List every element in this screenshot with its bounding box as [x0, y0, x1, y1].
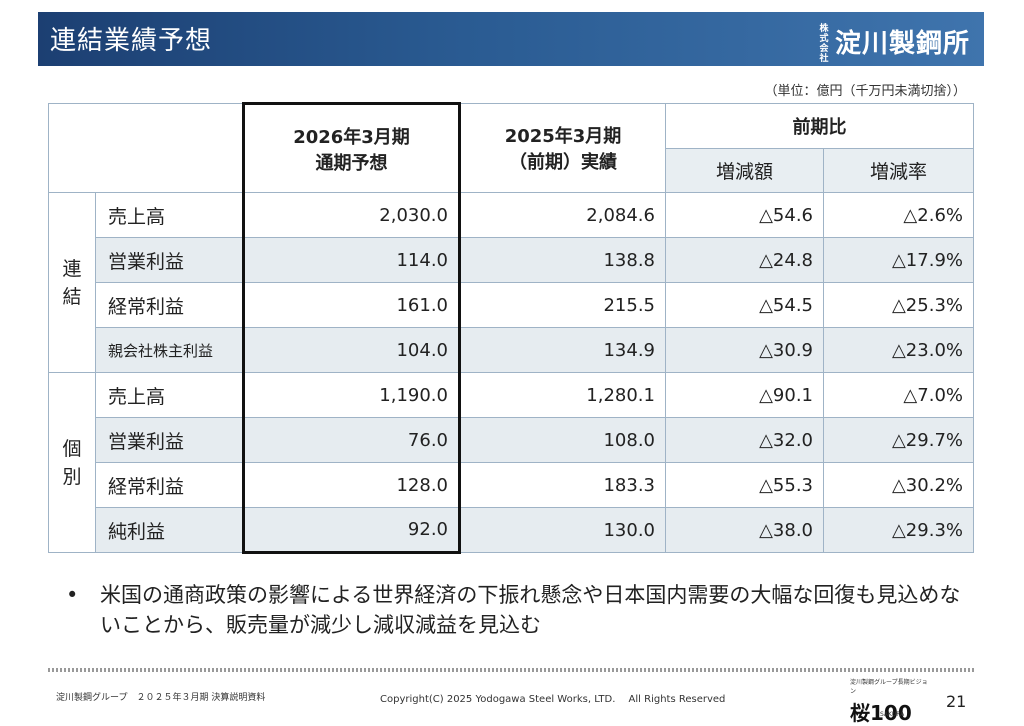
actual-value: 108.0: [459, 417, 666, 463]
slide-header: 連結業績予想 株式会社 淀川製鋼所: [38, 12, 984, 66]
header-change: 増減額: [665, 148, 824, 193]
logo-mark: 桜100: [850, 701, 912, 725]
row-item: 売上高: [95, 192, 244, 238]
actual-value: 130.0: [459, 507, 666, 553]
actual-value: 134.9: [459, 327, 666, 373]
logo-kabushiki: 株式会社: [819, 24, 829, 64]
row-item: 売上高: [95, 372, 244, 418]
actual-value: 215.5: [459, 282, 666, 328]
rate-value: △2.6%: [823, 192, 974, 238]
header-compare: 前期比: [665, 103, 974, 149]
sakura-100-logo: 淀川製鋼グループ長期ビジョン 桜100 SAKURA: [850, 677, 930, 725]
logo-caption: 淀川製鋼グループ長期ビジョン: [850, 679, 928, 695]
logo-name: 淀川製鋼所: [834, 29, 970, 59]
forecast-value: 128.0: [242, 462, 461, 508]
bullet-marker: •: [66, 583, 79, 607]
segment-char: 結: [62, 285, 82, 308]
row-item: 営業利益: [95, 237, 244, 283]
rate-value: △23.0%: [823, 327, 974, 373]
header-empty-cell: [48, 103, 244, 193]
change-value: △30.9: [665, 327, 824, 373]
row-item: 経常利益: [95, 282, 244, 328]
forecast-value: 92.0: [242, 507, 461, 554]
header-actual: 2025年3月期 （前期）実績: [459, 103, 666, 193]
row-item: 経常利益: [95, 462, 244, 508]
header-actual-line2: （前期）実績: [509, 152, 617, 173]
logo-sub: SAKURA: [880, 711, 905, 718]
forecast-value: 1,190.0: [242, 372, 461, 418]
change-value: △38.0: [665, 507, 824, 553]
rate-value: △25.3%: [823, 282, 974, 328]
rate-value: △17.9%: [823, 237, 974, 283]
rate-value: △29.7%: [823, 417, 974, 463]
change-value: △32.0: [665, 417, 824, 463]
forecast-table: 2026年3月期 通期予想 2025年3月期 （前期）実績 前期比 増減額 増減…: [48, 102, 974, 554]
rate-value: △29.3%: [823, 507, 974, 553]
actual-value: 2,084.6: [459, 192, 666, 238]
segment-label-nonconsolidated: 個 別: [48, 372, 96, 553]
row-item: 純利益: [95, 507, 244, 553]
header-actual-line1: 2025年3月期: [504, 126, 622, 147]
bullet-note: • 米国の通商政策の影響による世界経済の下振れ懸念や日本国内需要の大幅な回復も見…: [66, 580, 966, 640]
header-rate: 増減率: [823, 148, 974, 193]
forecast-value: 114.0: [242, 237, 461, 283]
header-forecast-line2: 通期予想: [315, 152, 388, 174]
slide-title: 連結業績予想: [50, 26, 213, 56]
header-forecast: 2026年3月期 通期予想: [242, 102, 461, 193]
rate-value: △30.2%: [823, 462, 974, 508]
change-value: △54.5: [665, 282, 824, 328]
segment-char: 個: [62, 437, 82, 460]
company-logo: 株式会社 淀川製鋼所: [817, 24, 970, 64]
footer-divider: [48, 668, 974, 672]
forecast-value: 2,030.0: [242, 192, 461, 238]
change-value: △54.6: [665, 192, 824, 238]
change-value: △24.8: [665, 237, 824, 283]
segment-label-consolidated: 連 結: [48, 192, 96, 373]
footer-copyright: Copyright(C) 2025 Yodogawa Steel Works, …: [380, 694, 726, 705]
actual-value: 1,280.1: [459, 372, 666, 418]
row-item: 営業利益: [95, 417, 244, 463]
segment-char: 別: [62, 465, 82, 488]
segment-char: 連: [62, 257, 82, 280]
forecast-value: 161.0: [242, 282, 461, 328]
row-item: 親会社株主利益: [95, 327, 244, 373]
actual-value: 183.3: [459, 462, 666, 508]
page-number: 21: [946, 692, 967, 711]
footer-document-name: 淀川製鋼グループ ２０２５年３月期 決算説明資料: [56, 693, 266, 703]
rate-value: △7.0%: [823, 372, 974, 418]
actual-value: 138.8: [459, 237, 666, 283]
bullet-text: 米国の通商政策の影響による世界経済の下振れ懸念や日本国内需要の大幅な回復も見込め…: [100, 583, 961, 637]
change-value: △90.1: [665, 372, 824, 418]
change-value: △55.3: [665, 462, 824, 508]
forecast-value: 76.0: [242, 417, 461, 463]
forecast-value: 104.0: [242, 327, 461, 373]
unit-note: （単位：億円（千万円未満切捨））: [764, 84, 966, 99]
header-forecast-line1: 2026年3月期: [293, 126, 410, 148]
